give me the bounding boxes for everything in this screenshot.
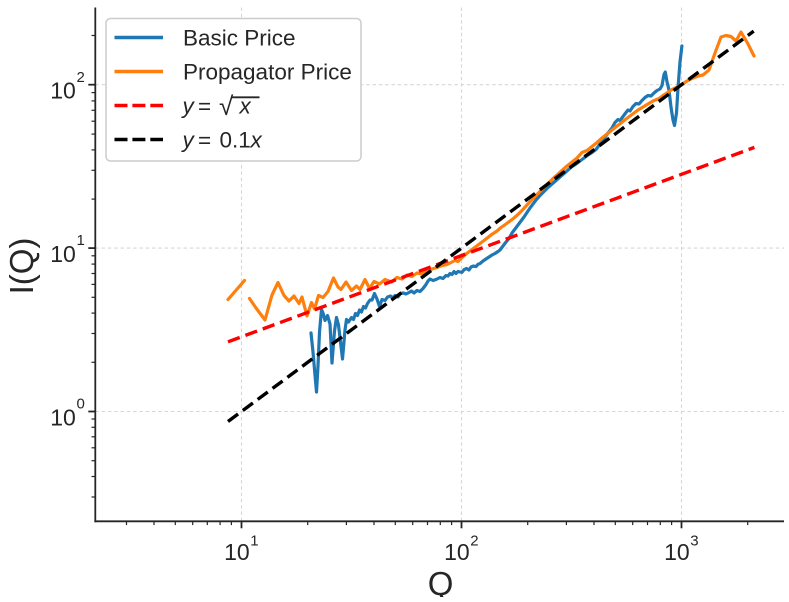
svg-text:0.1: 0.1 (220, 128, 251, 153)
svg-text:I(Q): I(Q) (3, 238, 40, 295)
svg-text:10: 10 (664, 539, 690, 565)
svg-text:x: x (250, 128, 263, 153)
svg-text:=: = (198, 94, 211, 119)
svg-text:=: = (198, 128, 211, 153)
svg-text:x: x (239, 94, 252, 119)
svg-text:y: y (181, 94, 196, 119)
svg-text:10: 10 (50, 404, 76, 430)
svg-text:2: 2 (470, 533, 478, 550)
svg-text:10: 10 (444, 539, 470, 565)
svg-text:√: √ (219, 91, 234, 121)
svg-text:2: 2 (77, 69, 85, 86)
svg-text:1: 1 (77, 232, 85, 249)
svg-text:y: y (181, 128, 196, 153)
svg-text:10: 10 (50, 241, 76, 267)
svg-text:Propagator Price: Propagator Price (183, 60, 352, 85)
svg-text:10: 10 (224, 539, 250, 565)
svg-text:Q: Q (428, 565, 454, 597)
svg-text:Basic Price: Basic Price (183, 26, 296, 51)
svg-text:10: 10 (50, 78, 76, 104)
svg-text:1: 1 (250, 533, 258, 550)
svg-text:0: 0 (77, 396, 85, 413)
svg-text:3: 3 (690, 533, 698, 550)
